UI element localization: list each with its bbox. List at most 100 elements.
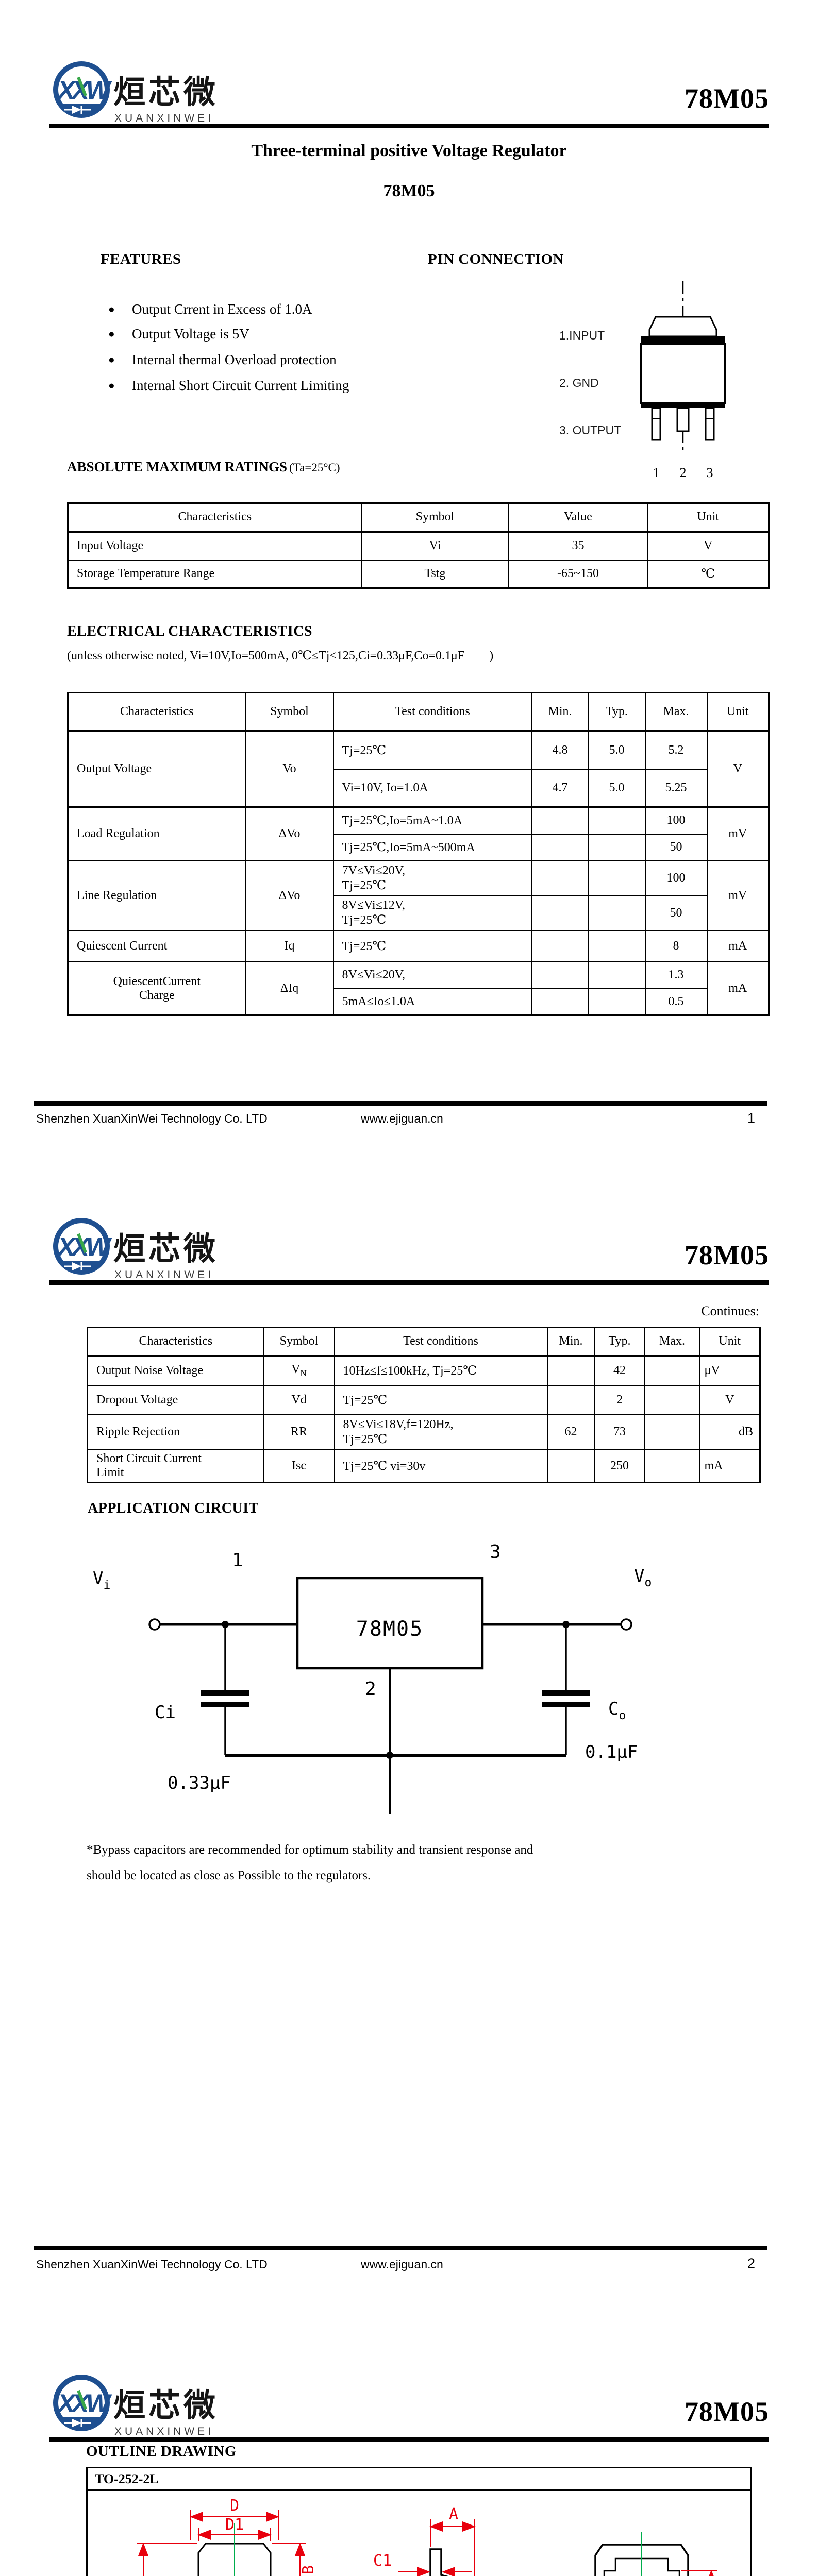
electrical-table-wrap: Characteristics Symbol Test conditions M… — [67, 692, 770, 1016]
footer-rule — [34, 2246, 767, 2250]
table-row: Input Voltage Vi 35 V — [67, 531, 770, 561]
footer-website: www.ejiguan.cn — [361, 2258, 443, 2271]
electrical-characteristics-table: Characteristics Symbol Test conditions M… — [67, 692, 770, 1016]
header-cell: Unit — [706, 692, 770, 732]
to252-outline-drawing: 78M05 XXXX D D1 B L b1 — [137, 2497, 717, 2576]
cell: Tj=25℃ vi=30v — [333, 1449, 548, 1483]
input-terminal — [148, 1618, 161, 1631]
regulator-label: 78M05 — [356, 1617, 423, 1641]
cell: QuiescentCurrent Charge — [67, 961, 246, 1016]
cell — [531, 860, 589, 896]
logo-green-accent — [77, 76, 87, 97]
cell: Vi=10V, Io=1.0A — [332, 768, 532, 808]
header-cell: Characteristics — [67, 692, 246, 732]
cell: 5.0 — [588, 768, 646, 808]
page-title: Three-terminal positive Voltage Regulato… — [251, 141, 567, 160]
symbol-sub: N — [300, 1368, 307, 1378]
cell: dB — [699, 1414, 761, 1450]
cell — [588, 833, 646, 861]
cell: 5mA≤Io≤1.0A — [332, 988, 532, 1016]
cell: RR — [263, 1414, 335, 1450]
outline-drawing-box: TO-252-2L — [86, 2467, 752, 2576]
cell: mV — [706, 860, 770, 931]
header-cell: Characteristics — [87, 1327, 264, 1357]
header-rule — [49, 2437, 769, 2442]
dim-label-A: A — [449, 2505, 458, 2523]
feature-item: ● Output Crrent in Excess of 1.0A — [108, 301, 312, 317]
output-terminal — [620, 1618, 632, 1631]
cell: VN — [263, 1355, 335, 1386]
cell: V — [706, 730, 770, 808]
pin-connection-heading: PIN CONNECTION — [428, 251, 564, 267]
vo-label: Vo — [634, 1566, 652, 1589]
cell — [588, 895, 646, 931]
cell: 5.2 — [644, 730, 708, 770]
table-row: Vi=10V, Io=1.0A 4.7 5.0 5.25 — [68, 768, 769, 808]
dim-label-D1: D1 — [225, 2516, 244, 2534]
cell: Iq — [245, 930, 334, 962]
dim-label-B: B — [299, 2565, 318, 2574]
regulator-box — [296, 1577, 484, 1670]
cell: Output Noise Voltage — [87, 1355, 264, 1386]
cell: 2 — [594, 1384, 645, 1415]
heading-text: ABSOLUTE MAXIMUM RATINGS — [67, 459, 288, 474]
cell — [588, 860, 646, 896]
ci-capacitor-plate — [201, 1702, 249, 1707]
cell: mA — [706, 930, 770, 962]
side-body — [429, 2548, 448, 2576]
side-view: A C1 A1 E L1 L2 C — [373, 2505, 476, 2576]
cell: Output Voltage — [67, 730, 246, 808]
cell: 4.8 — [531, 730, 589, 770]
cell — [531, 988, 589, 1016]
table-row: Line Regulation ΔVo 7V≤Vi≤20V, Tj=25℃ 10… — [67, 860, 770, 931]
diode-icon — [64, 1262, 91, 1270]
feature-item: ● Output Voltage is 5V — [108, 326, 249, 342]
cell: 250 — [594, 1449, 645, 1483]
company-logo: XXW 烜芯微 XUANXINWEI — [53, 1218, 215, 1281]
cell — [644, 1384, 700, 1415]
pin2-label: 2 — [365, 1679, 376, 1700]
table-row: Dropout Voltage Vd Tj=25℃ 2 V — [87, 1384, 761, 1415]
cell: ℃ — [647, 559, 770, 589]
cell: 73 — [594, 1414, 645, 1450]
cell: V — [647, 531, 770, 561]
header-cell: Unit — [699, 1327, 761, 1357]
cell: Tstg — [361, 559, 509, 589]
continued-table-wrap: Characteristics Symbol Test conditions M… — [87, 1327, 761, 1483]
cell — [644, 1414, 700, 1450]
header-cell: Symbol — [245, 692, 334, 732]
feature-text: Internal thermal Overload protection — [132, 352, 337, 367]
pin1-label: 1 — [232, 1550, 243, 1571]
pin-1-label: 1.INPUT — [559, 329, 605, 342]
cell: 1.3 — [644, 961, 708, 989]
features-heading: FEATURES — [101, 251, 181, 267]
cell — [546, 1449, 595, 1483]
diode-icon — [64, 2419, 91, 2427]
electrical-characteristics-continued-table: Characteristics Symbol Test conditions M… — [87, 1327, 761, 1483]
cell: Load Regulation — [67, 806, 246, 861]
abs-max-heading: ABSOLUTE MAXIMUM RATINGS (Ta=25°C) — [67, 459, 340, 475]
pin-2-label: 2. GND — [559, 376, 599, 389]
cell: Tj=25℃ — [332, 930, 532, 962]
header-rule — [49, 124, 769, 128]
feature-text: Output Crrent in Excess of 1.0A — [132, 301, 312, 317]
co-label: Co — [608, 1699, 626, 1722]
company-logo: XXW 烜芯微 XUANXINWEI — [53, 2375, 215, 2437]
header-cell: Min. — [531, 692, 589, 732]
table-row: Output Voltage Vo Tj=25℃ 4.8 5.0 5.2 V — [67, 730, 770, 808]
cell: 35 — [508, 531, 648, 561]
cell: Tj=25℃ — [332, 730, 532, 770]
table-row: Short Circuit Current Limit Isc Tj=25℃ v… — [87, 1449, 761, 1483]
header-cell: Symbol — [361, 502, 509, 533]
cell: mA — [699, 1449, 761, 1483]
package-lead-3 — [705, 407, 715, 441]
cell — [644, 1449, 700, 1483]
logo-green-accent — [77, 2389, 87, 2410]
cell: Line Regulation — [67, 860, 246, 931]
pad-number-2: 2 — [679, 465, 687, 480]
cell: Short Circuit Current Limit — [87, 1449, 264, 1483]
package-lead-1 — [651, 407, 661, 441]
header-cell: Symbol — [263, 1327, 335, 1357]
cell — [531, 961, 589, 989]
